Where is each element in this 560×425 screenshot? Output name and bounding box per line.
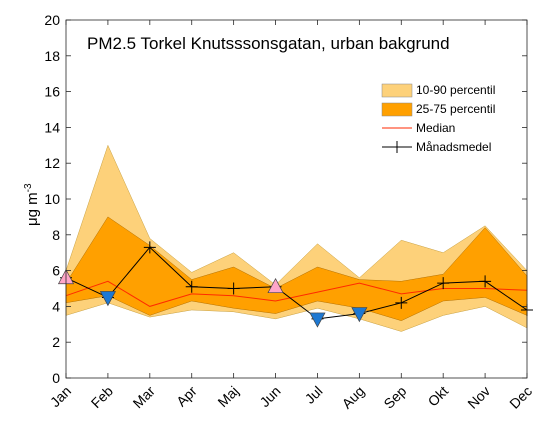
lines-layer xyxy=(60,241,533,325)
chart-title: PM2.5 Torkel Knutsssonsgatan, urban bakg… xyxy=(87,34,450,53)
y-tick-label: 20 xyxy=(44,12,60,28)
y-tick-label: 8 xyxy=(52,227,60,243)
legend-label-median: Median xyxy=(416,121,455,135)
x-tick-label-jun: Jun xyxy=(256,383,283,410)
monthly-mean-line xyxy=(65,246,528,320)
y-tick-label: 14 xyxy=(44,119,60,135)
plot-frame xyxy=(65,19,528,379)
low-marker-feb xyxy=(99,291,116,307)
legend-swatch-25-75-percentil xyxy=(381,102,413,117)
legend-box xyxy=(378,75,514,163)
mean-point-okt xyxy=(437,277,450,290)
mean-point-maj xyxy=(227,282,240,295)
legend-label-25-75-percentil: 25-75 percentil xyxy=(416,102,495,116)
y-tick-label: 0 xyxy=(52,370,60,386)
x-tick-label-jan: Jan xyxy=(47,383,74,410)
legend-label-10-90-percentil: 10-90 percentil xyxy=(416,83,495,97)
x-tick-label-feb: Feb xyxy=(88,383,117,412)
legend-swatch-10-90-percentil xyxy=(381,83,413,98)
y-tick-label: 16 xyxy=(44,84,60,100)
x-tick-label-mar: Mar xyxy=(130,383,159,412)
mean-point-mar xyxy=(143,241,156,254)
x-tick-label-dec: Dec xyxy=(506,383,535,412)
mean-point-sep xyxy=(395,296,408,309)
mean-point-apr xyxy=(185,280,198,293)
x-tick-label-apr: Apr xyxy=(173,383,200,410)
y-tick-label: 12 xyxy=(44,155,60,171)
legend: 10-90 percentil 25-75 percentil Median Måna… xyxy=(378,75,514,163)
high-marker-jun xyxy=(267,277,284,294)
mean-point-nov xyxy=(479,275,492,288)
y-tick-label: 4 xyxy=(52,298,60,314)
y-axis-label: μg m-3 xyxy=(23,183,41,226)
x-tick-label-nov: Nov xyxy=(464,383,493,412)
x-tick-label-okt: Okt xyxy=(425,383,452,410)
median-line xyxy=(65,280,528,307)
low-marker-jul xyxy=(309,312,326,328)
y-tick-label: 2 xyxy=(52,334,60,350)
y-tick-label: 10 xyxy=(44,191,60,207)
low-marker-aug xyxy=(351,307,368,323)
y-tick-label: 18 xyxy=(44,48,60,64)
x-tick-label-sep: Sep xyxy=(380,383,409,412)
legend-label-m-nadsmedel: Månadsmedel xyxy=(416,140,491,154)
x-tick-label-aug: Aug xyxy=(339,383,368,412)
x-tick-label-jul: Jul xyxy=(302,383,326,407)
y-tick-label: 6 xyxy=(52,263,60,279)
x-tick-label-maj: Maj xyxy=(214,383,241,410)
